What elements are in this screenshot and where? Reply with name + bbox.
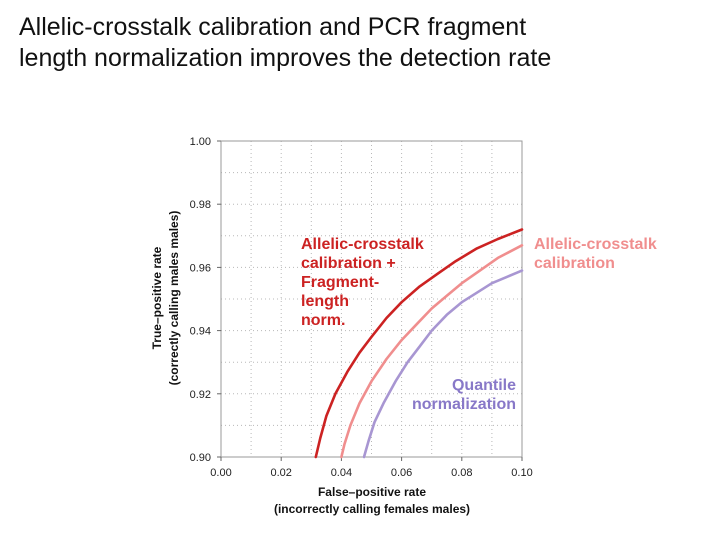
label-series-1-line-1: Allelic-crosstalk (301, 236, 424, 253)
grid (221, 141, 522, 457)
x-tick-label: 0.08 (451, 467, 472, 479)
label-series-1-line-5: norm. (301, 312, 346, 329)
label-series-calibration: Allelic-crosstalk calibration (534, 235, 657, 273)
ticks: 0.00 0.02 0.04 0.06 0.08 0.10 0.90 0.92 0.94 0.96… (190, 136, 533, 479)
y-tick-label: 0.98 (190, 199, 211, 211)
label-series-1-line-3: Fragment- (301, 274, 380, 291)
x-tick-label: 0.06 (391, 467, 412, 479)
y-tick-label: 0.92 (190, 389, 211, 401)
y-axis-title-line-1: True–positive rate (150, 246, 164, 349)
x-tick-label: 0.04 (331, 467, 352, 479)
y-tick-label: 0.96 (190, 262, 211, 274)
x-tick-label: 0.02 (270, 467, 291, 479)
series-line-calibration (340, 244, 524, 459)
label-series-2-line-2: calibration (534, 255, 615, 272)
label-series-calibration-fragment: Allelic-crosstalk calibration + Fragment… (301, 235, 424, 330)
y-tick-label: 0.94 (190, 326, 211, 338)
label-series-1-line-4: length (301, 293, 349, 310)
x-axis-title-line-1: False–positive rate (318, 485, 426, 499)
x-tick-label: 0.00 (210, 467, 231, 479)
curves (314, 228, 524, 459)
slide-title-line-1: Allelic-crosstalk calibration and PCR fr… (19, 13, 527, 41)
label-series-3-line-1: Quantile (451, 377, 516, 394)
y-tick-label: 1.00 (190, 136, 211, 148)
slide-title: Allelic-crosstalk calibration and PCR fr… (19, 12, 709, 74)
series-line-quantile (362, 269, 524, 459)
label-series-3-line-2: normalization (411, 396, 516, 413)
plot-frame (220, 140, 523, 458)
slide-title-line-2: length normalization improves the detect… (19, 44, 552, 72)
label-series-1-line-2: calibration + (301, 255, 396, 272)
x-axis-title-line-2: (incorrectly calling females males) (274, 502, 470, 516)
label-series-2-line-1: Allelic-crosstalk (534, 236, 657, 253)
y-tick-label: 0.90 (190, 452, 211, 464)
y-axis-title-line-2: (correctly calling males males) (167, 211, 181, 386)
series-line-calibration-fragment (314, 228, 524, 459)
x-tick-label: 0.10 (511, 467, 532, 479)
label-series-quantile: Quantile normalization (398, 376, 516, 414)
